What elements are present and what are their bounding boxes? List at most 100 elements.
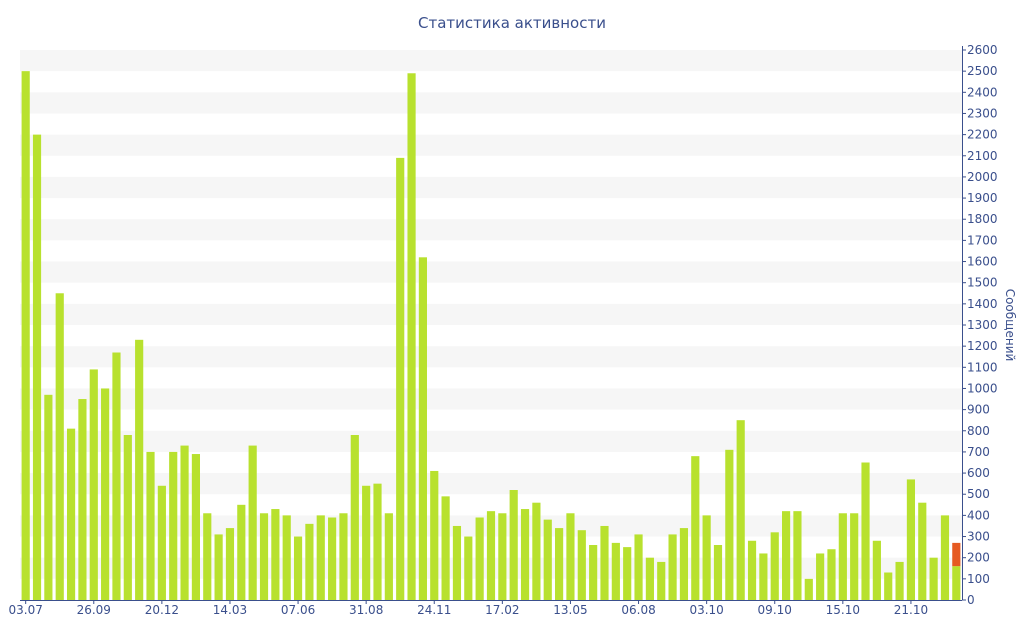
bar [543,519,552,600]
bar [793,511,802,600]
bar [305,523,314,600]
bar [225,528,235,600]
bar [816,553,825,600]
grid-band [20,176,962,199]
y-tick-label: 1200 [967,339,998,353]
grid-band [20,303,962,325]
y-tick-label: 300 [967,530,990,544]
x-tick-label: 24.11 [417,603,451,617]
bar [906,479,916,600]
bar-highlight [952,542,961,567]
bar [952,566,961,600]
bar [135,339,144,600]
bar [373,483,382,600]
bar [271,509,280,600]
bar [316,515,325,600]
bar [191,454,200,600]
bar [668,534,677,600]
bar [520,509,530,600]
x-tick-label: 14.03 [213,603,247,617]
x-tick-label: 03.10 [689,603,723,617]
y-tick-label: 1100 [967,360,998,374]
x-tick-label: 17.02 [485,603,519,617]
y-tick-label: 700 [967,445,990,459]
y-tick-label: 100 [967,572,990,586]
y-tick-label: 400 [967,508,990,522]
y-tick-label: 2100 [967,149,998,163]
x-tick-label: 15.10 [826,603,860,617]
y-tick-label: 1400 [967,297,998,311]
x-tick-label: 07.06 [281,603,315,617]
grid-band [20,388,962,410]
y-tick-label: 1500 [967,276,998,290]
bar [44,394,53,600]
grid-bands [20,50,962,579]
bar [498,513,507,600]
bar [747,540,757,600]
grid-band [20,50,962,72]
bar [566,513,575,600]
bar [180,445,189,600]
bar [702,515,711,600]
bar [600,525,609,600]
y-tick-label: 2000 [967,170,998,184]
bar [872,540,881,600]
y-tick-label: 1700 [967,233,998,247]
x-tick-label: 31.08 [349,603,383,617]
y-tick-label: 0 [967,593,975,607]
bar [827,549,836,600]
bar [407,73,416,600]
y-tick-label: 1800 [967,212,998,226]
bar [736,420,745,600]
y-axis-label: Сообщений [1003,289,1017,362]
bar [157,485,166,600]
bar [691,456,700,600]
bar [78,399,87,600]
y-tick-label: 800 [967,424,990,438]
bar [611,542,620,600]
x-tick-label: 20.12 [145,603,179,617]
y-tick-label: 2200 [967,128,998,142]
y-tick-label: 2500 [967,64,998,78]
grid-band [20,261,962,283]
y-tick-label: 1300 [967,318,998,332]
chart-title: Статистика активности [418,14,606,32]
bar [101,388,110,600]
bar [645,557,654,600]
y-tick-label: 2400 [967,85,998,99]
bar [430,470,439,600]
bar [486,511,496,600]
bar [940,515,950,600]
bar [725,449,734,600]
y-tick-label: 600 [967,466,990,480]
y-tick-label: 2600 [967,43,998,57]
grid-band [20,134,962,156]
y-axis: 0 100 200 300 400 500 600 700 800 900 1000 1100 1200… [962,43,998,607]
bar [112,352,121,600]
x-tick-label: 21.10 [894,603,928,617]
x-tick-label: 13.05 [553,603,587,617]
bar [782,511,791,600]
bar [555,528,564,600]
bar [237,504,246,600]
bar [850,513,859,600]
x-tick-label: 06.08 [621,603,655,617]
bar [293,536,303,600]
bar [259,513,269,600]
bar [713,545,723,600]
bar [452,525,462,600]
x-tick-label: 09.10 [758,603,792,617]
bar [89,369,98,600]
bar [396,157,405,600]
y-tick-label: 1000 [967,381,998,395]
bar [214,534,223,600]
bar [21,71,30,600]
bar [203,513,212,600]
grid-band [20,219,962,241]
bar [804,578,813,600]
bar [861,462,870,600]
bar [384,513,393,600]
bar [350,435,359,600]
bar [679,528,689,600]
